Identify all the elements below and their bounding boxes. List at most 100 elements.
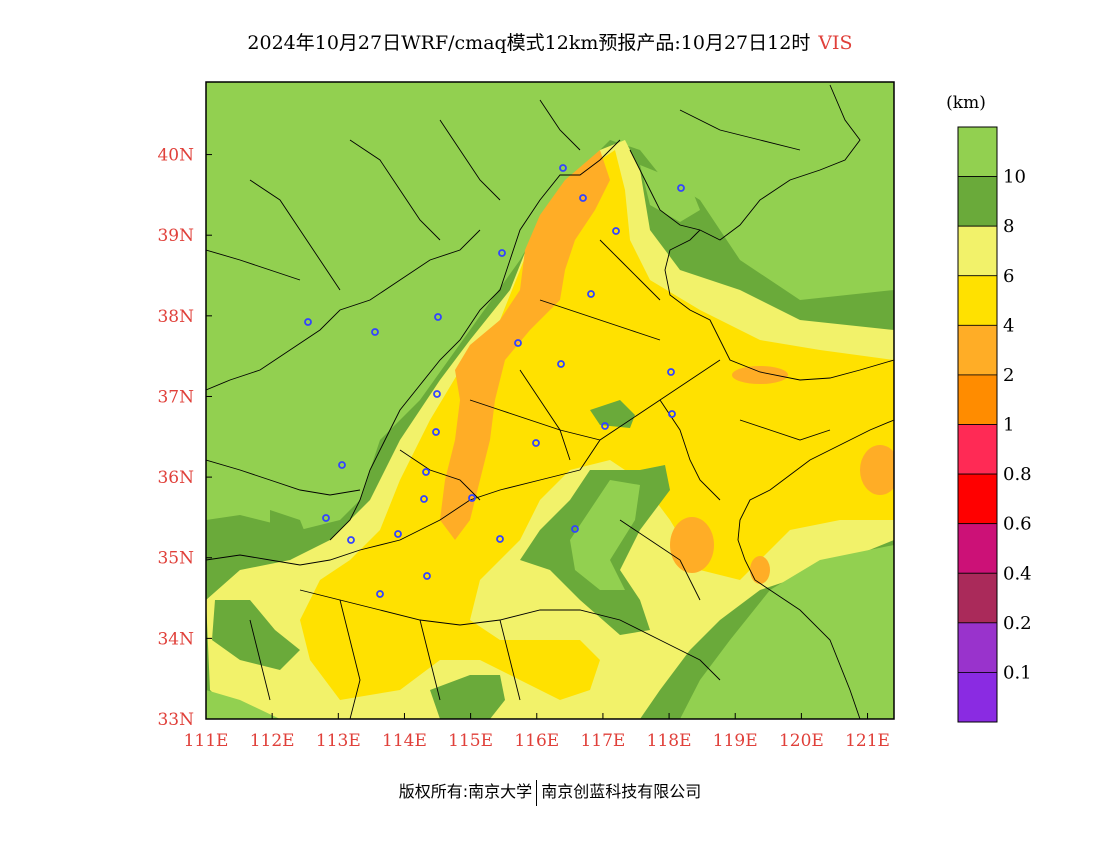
copyright-footer: 版权所有:南京大学 南京创蓝科技有限公司 bbox=[0, 778, 1100, 806]
city-marker bbox=[322, 514, 330, 522]
city-marker bbox=[579, 194, 587, 202]
city-marker bbox=[347, 536, 355, 544]
lat-label: 34N bbox=[157, 629, 194, 649]
legend-swatch bbox=[957, 523, 998, 574]
lon-label: 119E bbox=[713, 731, 758, 751]
legend-label: 0.4 bbox=[1003, 563, 1032, 584]
city-marker bbox=[498, 249, 506, 257]
legend-label: 2 bbox=[1003, 365, 1014, 386]
legend-swatch bbox=[957, 176, 998, 227]
field-over-10km-pocket bbox=[680, 545, 894, 719]
lat-label: 38N bbox=[157, 307, 194, 327]
lon-label: 121E bbox=[845, 731, 890, 751]
lat-label: 40N bbox=[157, 146, 194, 166]
city-marker bbox=[514, 339, 522, 347]
field-over-10km-pocket bbox=[640, 165, 700, 222]
field-2-4km-blob bbox=[750, 556, 770, 584]
legend-label: 4 bbox=[1003, 315, 1014, 336]
city-marker bbox=[304, 318, 312, 326]
city-marker bbox=[601, 422, 609, 430]
city-marker bbox=[668, 410, 676, 418]
city-marker bbox=[433, 390, 441, 398]
field-2-4km bbox=[440, 150, 610, 540]
legend-swatch bbox=[957, 424, 998, 475]
footer-separator bbox=[536, 779, 538, 806]
city-marker bbox=[422, 468, 430, 476]
city-marker bbox=[434, 313, 442, 321]
lon-label: 112E bbox=[250, 731, 295, 751]
legend-swatch bbox=[957, 374, 998, 425]
city-marker bbox=[376, 590, 384, 598]
field-2-4km-blob bbox=[860, 445, 894, 495]
legend-label: 10 bbox=[1003, 167, 1026, 188]
legend-unit: (km) bbox=[946, 93, 986, 113]
field-8-10km-pocket bbox=[430, 675, 505, 719]
lon-label: 116E bbox=[514, 731, 559, 751]
city-marker bbox=[559, 164, 567, 172]
legend-swatch bbox=[957, 225, 998, 277]
lat-label: 39N bbox=[157, 226, 194, 246]
city-marker bbox=[612, 227, 620, 235]
field-8-10km-pocket bbox=[270, 510, 310, 560]
map-axes: 111E 112E 113E 114E 115E 116E 117E 118E 119E 120E… bbox=[157, 146, 889, 751]
lon-label: 115E bbox=[448, 731, 493, 751]
city-marker bbox=[587, 290, 595, 298]
legend-swatch bbox=[957, 324, 998, 376]
legend: (km) 10 8 6 4 2 1 0.8 0.6 0.4 0.2 0.1 bbox=[946, 93, 1032, 723]
legend-swatch bbox=[957, 672, 998, 723]
city-marker bbox=[532, 439, 540, 447]
lon-label: 118E bbox=[647, 731, 692, 751]
legend-label: 0.6 bbox=[1003, 514, 1032, 535]
title-variable: VIS bbox=[818, 32, 853, 54]
field-4-6km bbox=[300, 150, 894, 700]
city-markers bbox=[304, 164, 685, 598]
administrative-boundaries bbox=[206, 84, 894, 719]
legend-label: 0.8 bbox=[1003, 464, 1032, 485]
footer-right: 南京创蓝科技有限公司 bbox=[541, 782, 702, 801]
field-8-10km-pocket bbox=[590, 400, 635, 428]
legend-swatch bbox=[957, 126, 998, 177]
legend-swatch bbox=[957, 572, 998, 624]
lon-label: 111E bbox=[184, 731, 229, 751]
field-over-10km-pocket bbox=[570, 480, 640, 590]
lat-label: 37N bbox=[157, 387, 194, 407]
lon-label: 117E bbox=[580, 731, 625, 751]
field-2-4km-blob bbox=[670, 517, 714, 573]
legend-swatch bbox=[957, 473, 998, 525]
city-marker bbox=[394, 530, 402, 538]
city-marker bbox=[468, 494, 476, 502]
city-marker bbox=[338, 461, 346, 469]
lon-label: 113E bbox=[316, 731, 361, 751]
legend-label: 1 bbox=[1003, 415, 1014, 436]
city-marker bbox=[496, 535, 504, 543]
title-main: 2024年10月27日WRF/cmaq模式12km预报产品:10月27日12时 bbox=[247, 32, 811, 54]
lon-label: 120E bbox=[779, 731, 824, 751]
footer-left: 版权所有:南京大学 bbox=[398, 782, 533, 801]
field-2-4km-blob bbox=[732, 366, 788, 384]
field-8-10km-pocket bbox=[212, 600, 300, 670]
legend-label: 0.2 bbox=[1003, 613, 1032, 634]
legend-swatch bbox=[957, 622, 998, 673]
legend-label: 0.1 bbox=[1003, 662, 1032, 683]
city-marker bbox=[371, 328, 379, 336]
legend-swatch bbox=[957, 275, 998, 326]
map-frame bbox=[205, 81, 895, 720]
legend-label: 6 bbox=[1003, 266, 1014, 287]
visibility-field bbox=[206, 82, 894, 719]
city-marker bbox=[557, 360, 565, 368]
field-over-10km-pocket bbox=[206, 690, 280, 719]
city-marker bbox=[432, 428, 440, 436]
city-marker bbox=[571, 525, 579, 533]
city-marker bbox=[667, 368, 675, 376]
lat-label: 36N bbox=[157, 468, 194, 488]
lat-label: 35N bbox=[157, 549, 194, 569]
city-marker bbox=[677, 184, 685, 192]
map-title: 2024年10月27日WRF/cmaq模式12km预报产品:10月27日12时 V… bbox=[0, 28, 1100, 55]
lon-label: 114E bbox=[382, 731, 427, 751]
city-marker bbox=[423, 572, 431, 580]
legend-label: 8 bbox=[1003, 216, 1014, 237]
city-marker bbox=[420, 495, 428, 503]
legend-frame bbox=[957, 126, 998, 723]
lat-label: 33N bbox=[157, 710, 194, 730]
